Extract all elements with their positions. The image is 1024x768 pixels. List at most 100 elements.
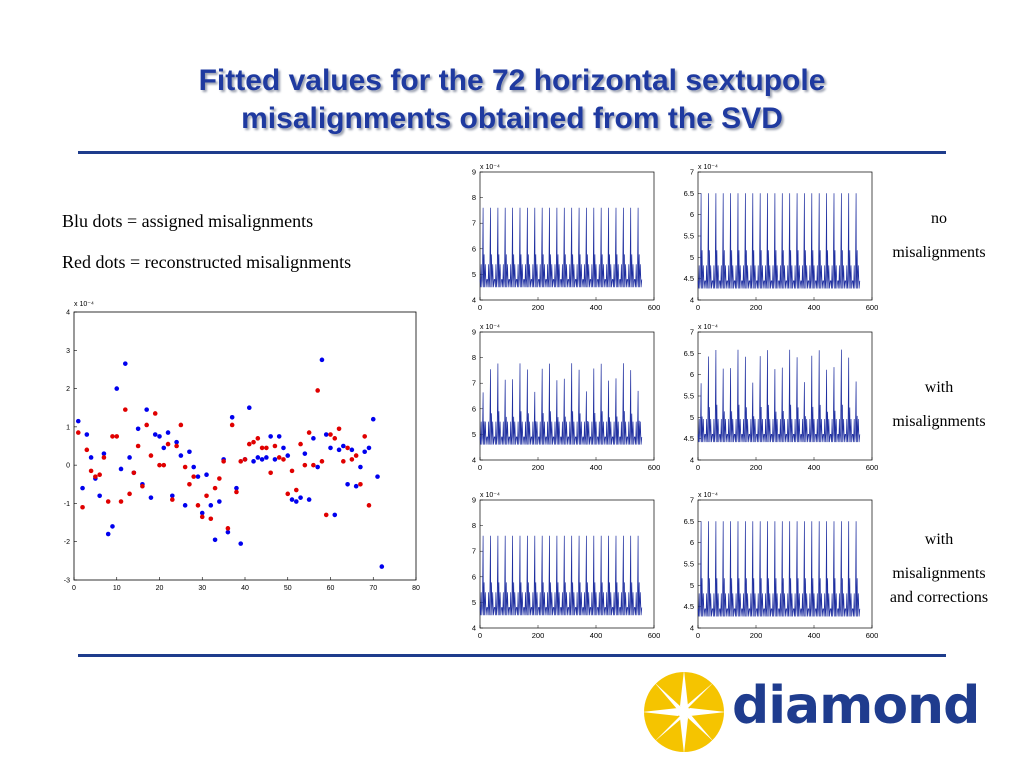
blue-dot	[336, 447, 342, 453]
x-tick-label: 600	[648, 631, 661, 640]
y-exponent-label: x 10⁻⁴	[74, 301, 94, 308]
misalignment-scatter-chart: x 10⁻⁴ 0 10 20 30 40 50 60 70 80 -3 -2 -1 0 1 2 3 4	[64, 301, 420, 592]
blue-dot	[234, 485, 239, 491]
red-dot	[221, 459, 226, 464]
blue-dot	[362, 449, 368, 455]
red-dot	[311, 462, 316, 468]
legend-blue-text: Blu dots = assigned misalignments	[62, 211, 314, 231]
red-dot	[272, 443, 278, 449]
x-tick-label: 200	[750, 303, 763, 312]
y-tick-label: 7	[690, 496, 694, 505]
blue-dot	[225, 529, 231, 535]
y-tick-label: 5	[472, 598, 476, 607]
y-exponent-label: x 10⁻⁴	[698, 492, 718, 499]
x-tick-label: 0	[478, 463, 482, 472]
blue-dot	[199, 510, 205, 516]
diamond-logo: diamond	[640, 668, 980, 760]
red-dot	[123, 407, 128, 412]
y-tick-label: 6.5	[684, 349, 694, 358]
red-dot	[127, 491, 132, 497]
red-dot	[105, 499, 111, 504]
blue-dot	[298, 495, 303, 500]
blue-dot	[375, 474, 380, 479]
x-tick-label: 0	[478, 631, 482, 640]
red-dot	[140, 483, 145, 489]
y-tick-label: -1	[64, 501, 70, 508]
x-tick-label: 0	[478, 303, 482, 312]
y-tick-label: 4	[472, 624, 476, 633]
blue-dot	[123, 361, 128, 366]
red-dot	[80, 504, 85, 510]
red-dot	[319, 459, 325, 464]
label-with-corrections: with misalignments and corrections	[889, 531, 989, 606]
x-tick-label: 60	[327, 585, 335, 592]
y-tick-label: 5	[472, 270, 476, 279]
y-tick-label: -3	[64, 578, 70, 585]
blue-dot	[379, 564, 385, 569]
blue-dot	[255, 455, 261, 460]
red-dot	[259, 445, 265, 451]
orbit-trace	[697, 521, 861, 617]
blue-dot	[319, 357, 325, 363]
red-dot	[75, 430, 81, 435]
blue-dot	[110, 524, 115, 529]
red-dot	[212, 485, 218, 491]
blue-dot	[127, 455, 132, 460]
red-dot	[285, 491, 291, 497]
red-dot	[178, 422, 184, 428]
x-tick-label: 40	[241, 585, 249, 592]
x-tick-label: 200	[750, 463, 763, 472]
red-dot	[341, 459, 346, 464]
y-tick-label: 5	[690, 581, 694, 590]
blue-dot	[105, 531, 111, 537]
y-exponent-label: x 10⁻⁴	[480, 164, 500, 171]
y-tick-label: 5	[690, 413, 694, 422]
blue-dot	[281, 445, 286, 451]
red-dot	[242, 457, 248, 462]
y-tick-label: 6	[690, 538, 694, 547]
x-tick-label: 20	[156, 585, 164, 592]
red-dot	[238, 459, 244, 464]
blue-dot	[345, 481, 350, 487]
title-line-1: Fitted values for the 72 horizontal sext…	[198, 64, 826, 97]
red-dot	[195, 503, 201, 508]
y-tick-label: -2	[64, 539, 70, 546]
x-tick-label: 200	[750, 631, 763, 640]
blue-dot	[302, 451, 308, 456]
blue-dot	[170, 493, 175, 499]
x-tick-label: 400	[808, 463, 821, 472]
red-dot	[276, 455, 282, 460]
y-tick-label: 6	[690, 370, 694, 379]
blue-dot	[285, 453, 291, 458]
red-dot	[157, 462, 162, 468]
blue-dot	[161, 445, 167, 451]
red-dot	[152, 411, 158, 416]
blue-dot	[217, 499, 222, 504]
x-tick-label: 600	[648, 303, 661, 312]
x-tick-label: 30	[198, 585, 206, 592]
blue-dot	[238, 541, 244, 546]
blue-dot	[208, 503, 214, 508]
y-tick-label: 8	[472, 193, 476, 202]
x-tick-label: 0	[696, 303, 700, 312]
red-dot	[323, 512, 329, 518]
red-dot	[199, 514, 205, 520]
red-dot	[298, 441, 303, 447]
red-dot	[110, 434, 115, 439]
blue-dot	[212, 537, 218, 543]
x-tick-label: 400	[590, 463, 603, 472]
top-divider	[78, 151, 946, 154]
y-tick-label: 5.5	[684, 392, 694, 401]
blue-dot	[349, 447, 355, 453]
red-dot	[281, 457, 286, 462]
bottom-divider	[78, 654, 946, 657]
y-exponent-label: x 10⁻⁴	[698, 164, 718, 171]
y-tick-label: 5.5	[684, 232, 694, 241]
red-dot	[315, 388, 320, 393]
orbit-plot-row3-left: x 10⁻⁴ 0 200 400 600 4 5 6 7 8 9	[472, 492, 661, 640]
x-tick-label: 0	[696, 463, 700, 472]
red-dot	[174, 443, 179, 449]
red-dot	[170, 497, 175, 502]
blue-dot	[135, 426, 141, 432]
red-dot	[101, 455, 107, 460]
